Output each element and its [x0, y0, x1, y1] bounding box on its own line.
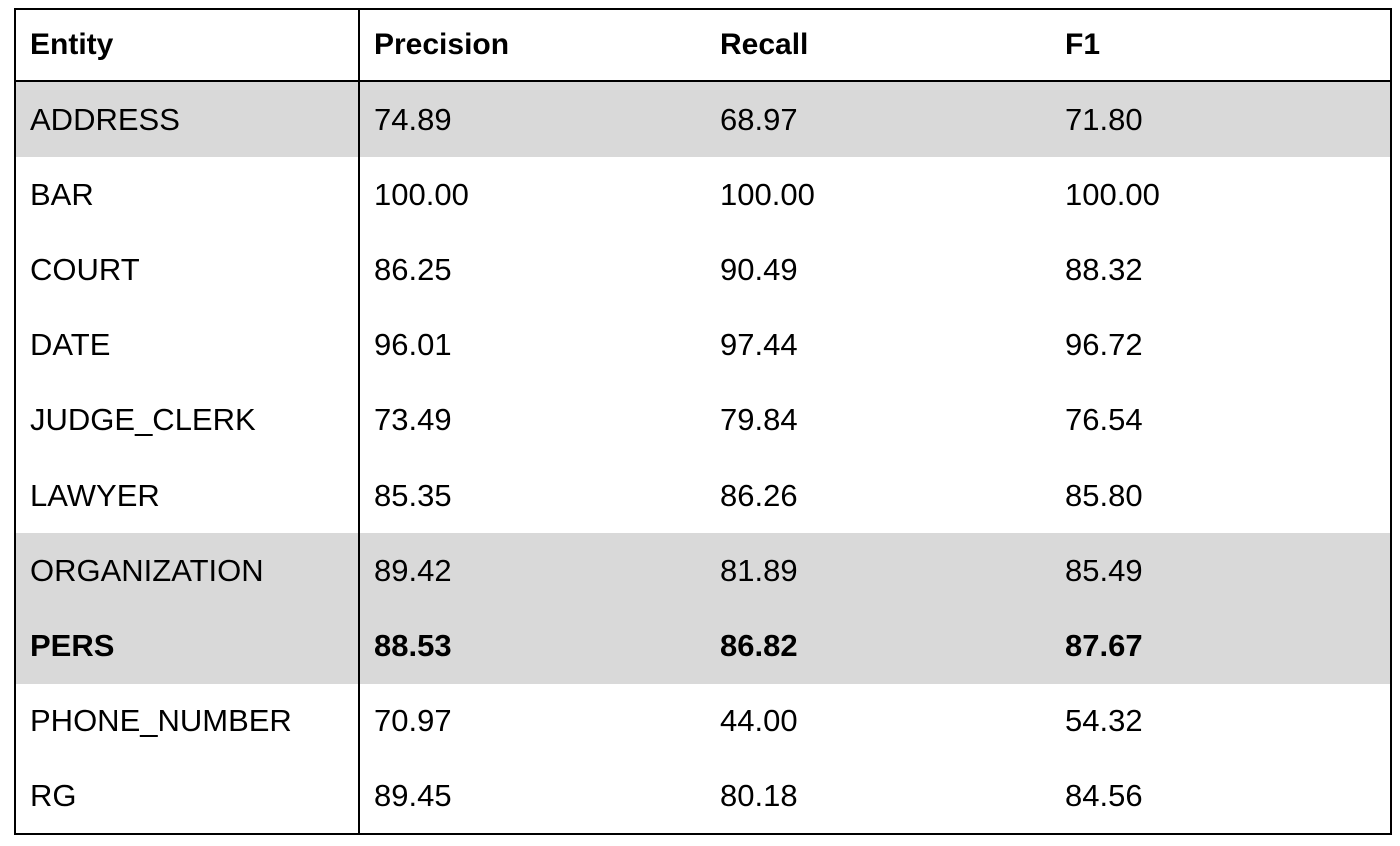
cell-f1: 71.80	[1065, 101, 1143, 137]
cell-precision: 86.25	[374, 251, 452, 287]
cell-precision: 85.35	[374, 477, 452, 513]
cell-recall: 86.26	[720, 477, 798, 513]
cell-precision: 89.42	[374, 552, 452, 588]
cell-f1: 54.32	[1065, 703, 1143, 739]
cell-entity: RG	[30, 778, 77, 814]
column-divider	[358, 10, 360, 833]
header-cell-recall: Recall	[720, 28, 809, 61]
table-row: ADDRESS 74.89 68.97 71.80	[16, 82, 1390, 158]
cell-precision: 88.53	[374, 627, 452, 663]
cell-f1: 76.54	[1065, 402, 1143, 438]
cell-entity: COURT	[30, 251, 140, 287]
cell-entity: LAWYER	[30, 477, 160, 513]
cell-recall: 86.82	[720, 627, 798, 663]
table-row: COURT 86.25 90.49 88.32	[16, 232, 1390, 307]
cell-precision: 96.01	[374, 327, 452, 363]
cell-precision: 89.45	[374, 778, 452, 814]
cell-recall: 100.00	[720, 176, 815, 212]
header-cell-f1: F1	[1065, 28, 1101, 61]
cell-precision: 100.00	[374, 176, 469, 212]
table-row: RG 89.45 80.18 84.56	[16, 759, 1390, 834]
table-row: PHONE_NUMBER 70.97 44.00 54.32	[16, 684, 1390, 759]
cell-entity: JUDGE_CLERK	[30, 402, 256, 438]
header-divider	[16, 80, 1390, 82]
cell-entity: ORGANIZATION	[30, 552, 264, 588]
results-table: Entity Precision Recall F1 ADDRESS 74.89 6…	[14, 8, 1392, 835]
table-row: LAWYER 85.35 86.26 85.80	[16, 458, 1390, 533]
cell-entity: PERS	[30, 627, 115, 663]
cell-recall: 79.84	[720, 402, 798, 438]
table-row: BAR 100.00 100.00 100.00	[16, 157, 1390, 232]
cell-recall: 90.49	[720, 251, 798, 287]
cell-entity: BAR	[30, 176, 94, 212]
cell-entity: ADDRESS	[30, 101, 180, 137]
cell-precision: 70.97	[374, 703, 452, 739]
cell-f1: 87.67	[1065, 627, 1143, 663]
cell-entity: DATE	[30, 327, 111, 363]
cell-recall: 97.44	[720, 327, 798, 363]
cell-f1: 84.56	[1065, 778, 1143, 814]
table-header-row: Entity Precision Recall F1	[16, 10, 1390, 80]
cell-recall: 81.89	[720, 552, 798, 588]
cell-precision: 74.89	[374, 101, 452, 137]
cell-f1: 85.80	[1065, 477, 1143, 513]
cell-precision: 73.49	[374, 402, 452, 438]
table-row: JUDGE_CLERK 73.49 79.84 76.54	[16, 383, 1390, 458]
header-cell-entity: Entity	[30, 28, 114, 61]
cell-f1: 100.00	[1065, 176, 1160, 212]
table-row: DATE 96.01 97.44 96.72	[16, 308, 1390, 383]
cell-f1: 88.32	[1065, 251, 1143, 287]
header-cell-precision: Precision	[374, 28, 510, 61]
cell-recall: 44.00	[720, 703, 798, 739]
cell-f1: 85.49	[1065, 552, 1143, 588]
cell-recall: 68.97	[720, 101, 798, 137]
cell-recall: 80.18	[720, 778, 798, 814]
table-row: PERS 88.53 86.82 87.67	[16, 608, 1390, 684]
cell-entity: PHONE_NUMBER	[30, 703, 292, 739]
table-row: ORGANIZATION 89.42 81.89 85.49	[16, 533, 1390, 609]
cell-f1: 96.72	[1065, 327, 1143, 363]
